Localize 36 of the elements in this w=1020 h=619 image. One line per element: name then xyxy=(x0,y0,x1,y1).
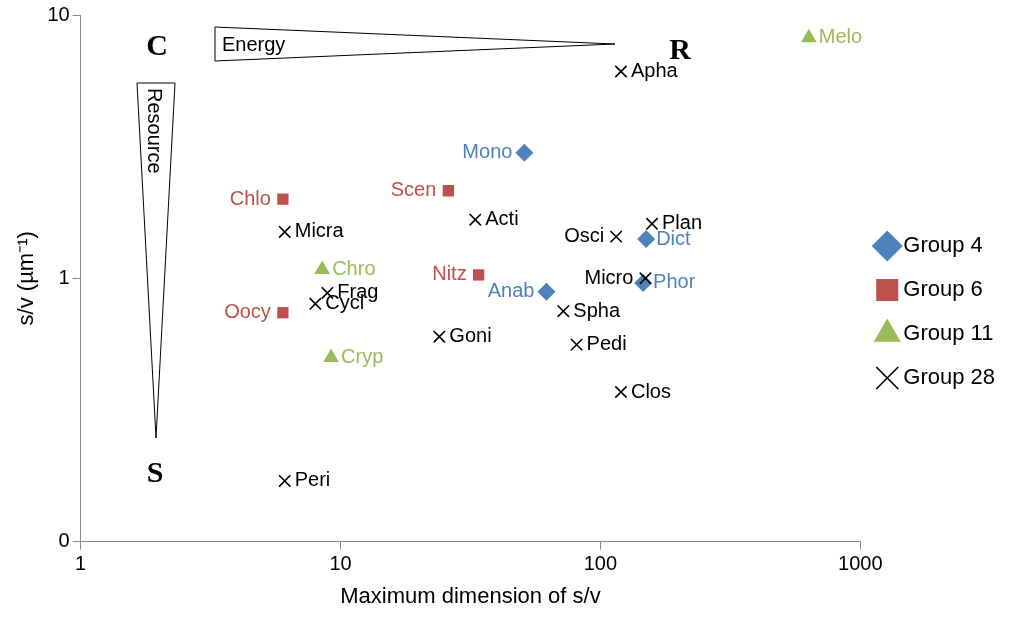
annotation: Cryp xyxy=(341,345,384,368)
annotation: S xyxy=(146,455,164,488)
annotation: Chlo xyxy=(229,186,271,209)
annotation: Spha xyxy=(573,298,621,321)
x-tick-label: 10 xyxy=(329,552,352,575)
y-tick-label: 10 xyxy=(47,2,70,25)
annotation: Clos xyxy=(630,379,671,402)
y-tick-label: 1 xyxy=(58,265,70,288)
annotation: Osci xyxy=(564,224,605,247)
x-axis-title: Maximum dimension of s/v xyxy=(340,582,601,608)
annotation: Acti xyxy=(485,207,519,230)
annotation: Chro xyxy=(332,257,376,280)
x-tick-label: 1 xyxy=(75,552,87,575)
annotation: C xyxy=(146,28,168,61)
y-axis-title: s/v (µm⁻¹) xyxy=(13,231,39,326)
annotation: Melo xyxy=(818,25,863,48)
annotation: Micra xyxy=(294,219,345,242)
annotation: Nitz xyxy=(432,262,467,285)
annotation: Micro xyxy=(584,265,634,288)
annotation: Mono xyxy=(462,140,513,163)
annotation: Energy xyxy=(222,33,286,55)
y-tick-label: 0 xyxy=(58,529,70,552)
annotation: Resource xyxy=(144,88,166,174)
annotation: Anab xyxy=(487,279,535,302)
legend-label: Group 4 xyxy=(903,232,983,258)
annotation: Goni xyxy=(449,324,492,347)
annotation: Scen xyxy=(390,178,437,201)
annotation: Oocy xyxy=(224,300,271,323)
legend-label: Group 11 xyxy=(903,320,994,346)
annotation: Phor xyxy=(653,270,696,293)
x-tick-label: 100 xyxy=(583,552,618,575)
legend-label: Group 28 xyxy=(903,364,996,390)
annotation: Peri xyxy=(294,468,331,491)
x-tick-label: 1000 xyxy=(838,552,883,575)
legend-label: Group 6 xyxy=(903,276,983,302)
annotation: Pedi xyxy=(586,332,627,355)
